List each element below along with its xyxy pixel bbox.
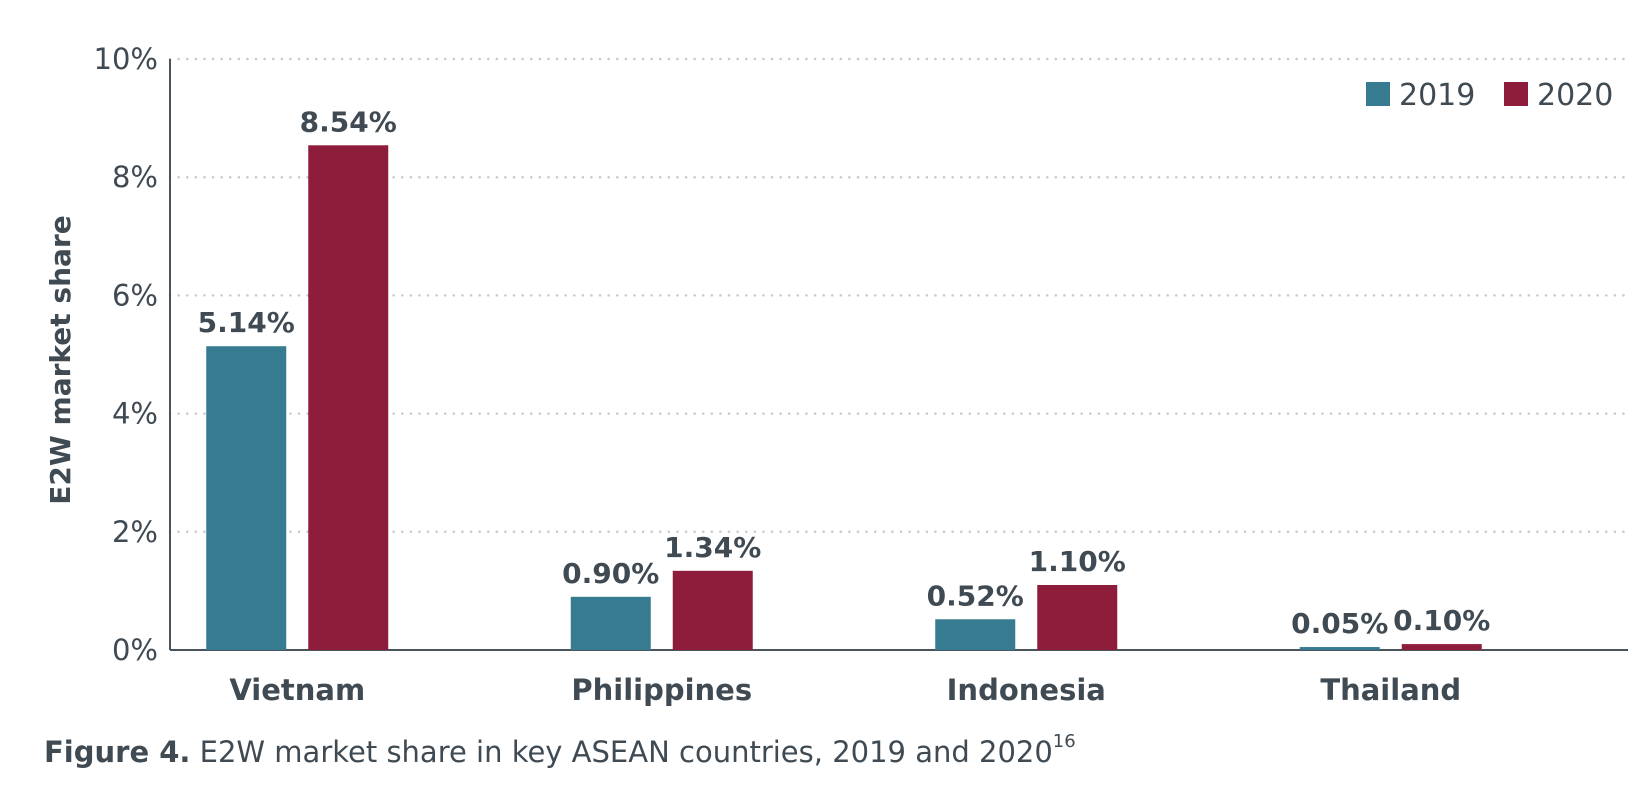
data-label: 1.34% [664,531,761,564]
legend: 2019 2020 [1366,78,1613,113]
bar-2019-vietnam [206,346,287,650]
bar-2020-thailand [1401,644,1482,650]
caption-text: E2W market share in key ASEAN countries,… [190,735,1053,769]
caption-footnote: 16 [1052,731,1076,753]
figure-caption: Figure 4. E2W market share in key ASEAN … [44,731,1076,769]
bar-2020-vietnam [308,145,389,650]
data-label: 8.54% [300,105,397,138]
legend-label: 2020 [1537,78,1613,113]
y-tick-label: 2% [112,515,158,549]
legend-label: 2019 [1399,78,1475,113]
bar-chart: 0% 2% 4% 6% 8% 10% 5.14% 8.54% 0.90%1.34% 0.52%1… [44,42,1630,707]
category-label: Indonesia [947,673,1106,707]
y-tick-label: 4% [112,397,158,431]
y-tick-label: 0% [112,633,158,667]
category-label: Vietnam [229,673,365,707]
y-axis-label: E2W market share [44,215,77,504]
y-tick-label: 8% [112,160,158,194]
bar-2020-indonesia [1037,584,1118,650]
bar-2020-philippines [672,570,753,650]
data-label: 0.90% [562,557,659,590]
category-label: Thailand [1320,673,1461,707]
bar-2019-thailand [1299,647,1380,650]
bars [206,145,1482,650]
legend-swatch-2019 [1366,82,1390,106]
data-label: 0.52% [927,579,1024,612]
bar-2019-indonesia [935,619,1016,650]
category-labels: Vietnam Philippines Indonesia Thailand [229,673,1461,707]
bar-2019-philippines [570,596,651,650]
y-tick-label: 6% [112,278,158,312]
data-label: 0.05% [1291,607,1388,640]
legend-swatch-2020 [1504,82,1528,106]
category-label: Philippines [571,673,752,707]
y-axis-ticks: 0% 2% 4% 6% 8% 10% [94,42,158,667]
y-tick-label: 10% [94,42,158,76]
data-label: 5.14% [198,306,295,339]
data-label: 0.10% [1393,604,1490,637]
data-label: 1.10% [1029,545,1126,578]
caption-label: Figure 4. [44,735,191,769]
data-labels: 5.14% 8.54% 0.90%1.34% 0.52%1.10% 0.05% 0.10% [198,105,1491,640]
